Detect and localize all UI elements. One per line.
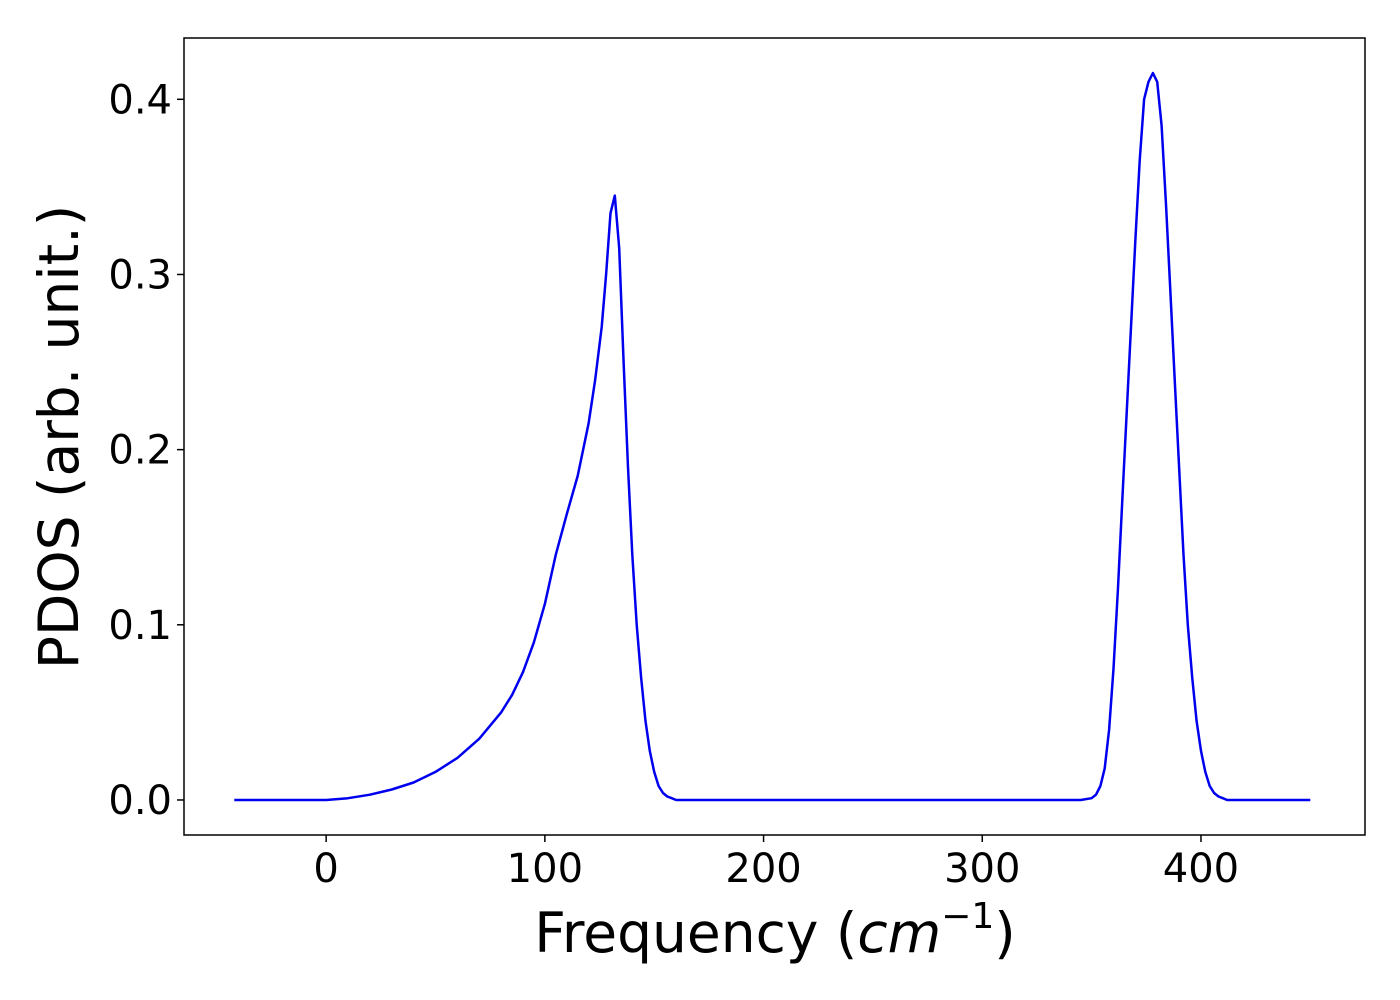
y-tick-label: 0.4 xyxy=(108,77,172,123)
y-tick-label: 0.2 xyxy=(108,428,172,474)
x-axis-label: Frequency (cm−1) xyxy=(534,896,1015,965)
x-tick-label: 100 xyxy=(507,846,583,892)
pdos-series-line xyxy=(234,71,1311,802)
x-tick-label: 0 xyxy=(313,846,338,892)
x-tick-label: 400 xyxy=(1163,846,1239,892)
y-tick-label: 0.0 xyxy=(108,778,172,824)
y-tick-label: 0.1 xyxy=(108,603,172,649)
y-tick-label: 0.3 xyxy=(108,252,172,298)
series-lines xyxy=(234,71,1311,802)
x-tick-label: 300 xyxy=(944,846,1020,892)
plot-frame xyxy=(183,37,1366,836)
y-axis-label: PDOS (arb. unit.) xyxy=(27,205,91,669)
x-tick-label: 200 xyxy=(725,846,801,892)
x-axis-ticks: 0 100 200 300 400 xyxy=(313,835,1239,892)
y-axis-ticks: 0.0 0.1 0.2 0.3 0.4 xyxy=(108,77,184,824)
